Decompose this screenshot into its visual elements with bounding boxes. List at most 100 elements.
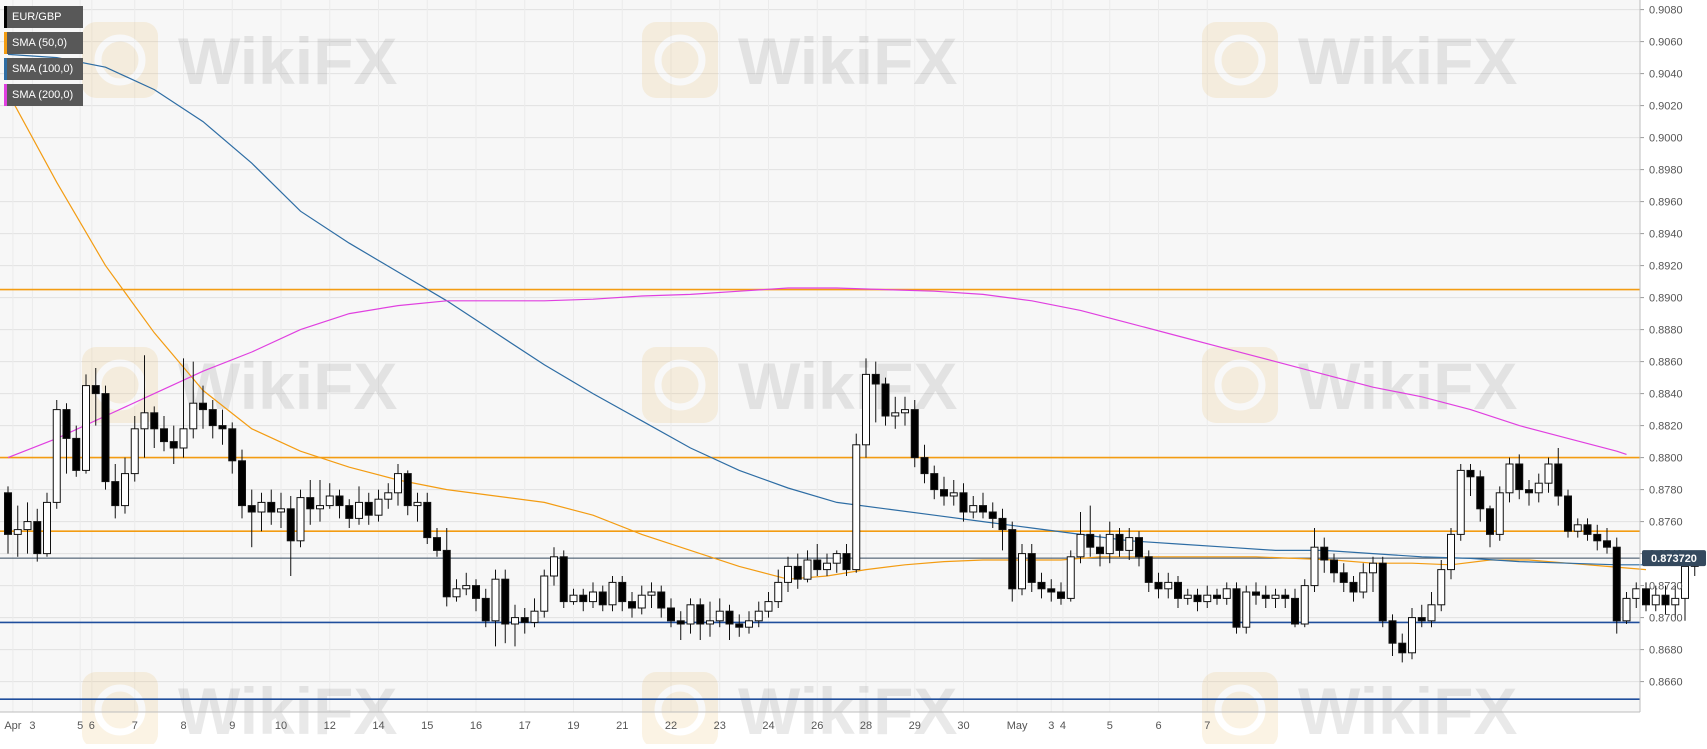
x-tick-label: 16 [470,720,482,732]
watermark-logo-icon [1202,672,1278,748]
watermark-logo-icon [82,672,158,748]
candle-body [1525,489,1533,494]
candle [1378,556,1387,628]
candle-body [257,501,266,513]
candle [891,396,900,429]
candle [423,492,432,544]
candle-body [1066,556,1075,599]
candle [1066,550,1075,602]
candle [1486,505,1494,548]
candle [150,406,159,448]
candle [218,409,227,445]
candle-body [823,562,831,571]
candle [1144,550,1153,592]
candle [1057,582,1065,605]
candle [1291,588,1299,628]
candle [735,614,744,637]
candle-body [1018,553,1026,590]
candle [1242,585,1251,634]
candle-body [852,444,861,571]
legend-label: SMA (100,0) [12,63,74,75]
watermark-logo-icon [82,22,158,98]
candle-body [1027,553,1036,583]
candle-body [1144,556,1153,583]
candle-body [1193,594,1202,603]
candle [1164,572,1173,599]
candle [296,489,305,548]
candle [969,496,978,519]
y-tick-label: 0.8840 [1649,389,1683,401]
x-tick-label: 3 [29,720,35,732]
candle [1154,572,1163,599]
candle [647,582,656,608]
watermark-text: WikiFX [178,674,397,744]
candle [1203,585,1212,608]
current-price-tag: 0.873720 [1642,550,1706,567]
candle [72,425,81,477]
candle [1651,585,1660,612]
y-tick-label: 0.8660 [1649,677,1683,689]
watermark: WikiFX [642,22,957,98]
candle [813,544,822,576]
candle [1583,518,1592,541]
plot-background [0,0,1640,712]
candle [784,556,792,592]
legend-item-sma50[interactable]: SMA (50,0) [4,32,84,54]
watermark-text: WikiFX [738,24,957,98]
x-tick-label: 8 [180,720,186,732]
candle [823,553,831,576]
candle [481,588,490,628]
candle-body [1456,469,1465,535]
candle [1369,556,1377,592]
candle-body [121,473,129,507]
candle-body [462,585,471,590]
x-tick-label: 26 [811,720,823,732]
candle-body [1593,533,1602,542]
candle [1339,563,1348,592]
candle [1437,560,1446,612]
candle [832,550,841,573]
candle [433,528,441,557]
candle [1281,588,1290,608]
candle-body [1242,591,1251,628]
candle [491,569,500,647]
watermark: WikiFX [82,22,397,98]
x-tick-label: 4 [1060,720,1066,732]
candle-body [296,497,305,542]
candle-body [1057,591,1065,599]
candle-body [1573,524,1582,532]
candle-body [979,505,987,513]
candle [1398,633,1407,663]
candle [1115,528,1124,557]
candle [286,496,295,576]
watermark-logo-mark [94,359,146,411]
legend-item-sma200[interactable]: SMA (200,0) [4,84,84,106]
candle [696,598,705,640]
candle-body [1330,559,1338,574]
x-tick-label: 5 [1107,720,1113,732]
legend-item-eurgbp[interactable]: EUR/GBP [4,6,84,28]
price-axis-background [1640,0,1707,744]
y-tick-label: 0.9000 [1649,133,1683,145]
y-tick-label: 0.8820 [1649,421,1683,433]
candle [160,416,168,452]
candle [657,585,666,618]
legend-item-sma100[interactable]: SMA (100,0) [4,58,84,80]
candle-body [491,578,500,622]
candle [364,492,373,525]
candle [901,396,909,426]
candle [1027,544,1036,592]
watermark-logo-icon [1202,22,1278,98]
candle-body [481,597,490,622]
candle-body [335,495,344,507]
candle [1096,534,1104,567]
y-tick-label: 0.8700 [1649,613,1683,625]
x-tick-label: 12 [324,720,336,732]
legend-label: SMA (200,0) [12,89,74,101]
candle-body [1447,533,1455,571]
candle [43,492,51,557]
watermark-logo-icon [1202,347,1278,423]
candle [706,601,714,637]
y-tick-label: 0.8980 [1649,165,1683,177]
candle [871,361,880,423]
